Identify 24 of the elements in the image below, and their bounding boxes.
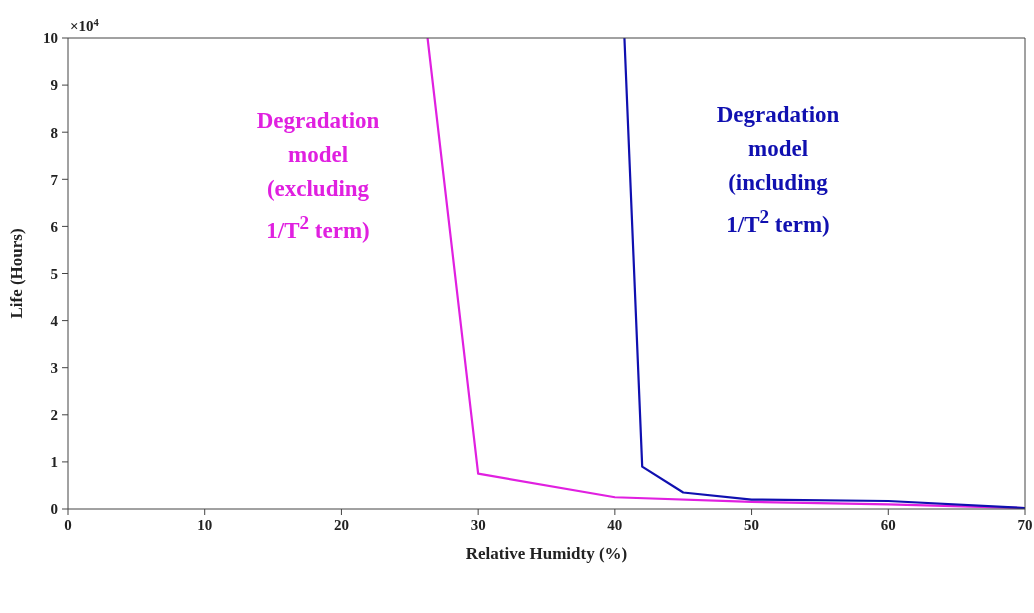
y-tick-label: 8: [50, 124, 58, 141]
x-tick-label: 30: [470, 516, 486, 533]
x-tick-label: 20: [333, 516, 349, 533]
x-tick-label: 0: [64, 516, 72, 533]
x-tick-label: 60: [880, 516, 896, 533]
x-tick-label: 50: [744, 516, 760, 533]
y-tick-label: 5: [50, 265, 58, 282]
y-tick-label: 0: [50, 501, 58, 518]
y-tick-label: 3: [50, 360, 58, 377]
y-tick-label: 6: [50, 218, 59, 235]
text: Degradation model (including 1/T$^{2}$ term): [715, 101, 841, 239]
x-tick-label: 70: [1017, 516, 1033, 533]
x-tick-label: 10: [197, 516, 213, 533]
y-axis-title: Life (Hours): [7, 228, 27, 319]
text: Degradation model (excluding 1/T$^{2}$ term): [255, 107, 381, 245]
y-tick-label: 2: [50, 407, 58, 424]
y-tick-label: 10: [43, 30, 58, 47]
y-tick-label: 7: [50, 171, 59, 188]
y-tick-label: 9: [50, 77, 58, 94]
x-tick-label: 40: [607, 516, 623, 533]
y-tick-label: 1: [50, 454, 58, 471]
text: ×10$^{4}$: [70, 16, 100, 34]
x-axis-title: Relative Humidty (%): [465, 544, 628, 563]
y-tick-label: 4: [50, 312, 59, 329]
